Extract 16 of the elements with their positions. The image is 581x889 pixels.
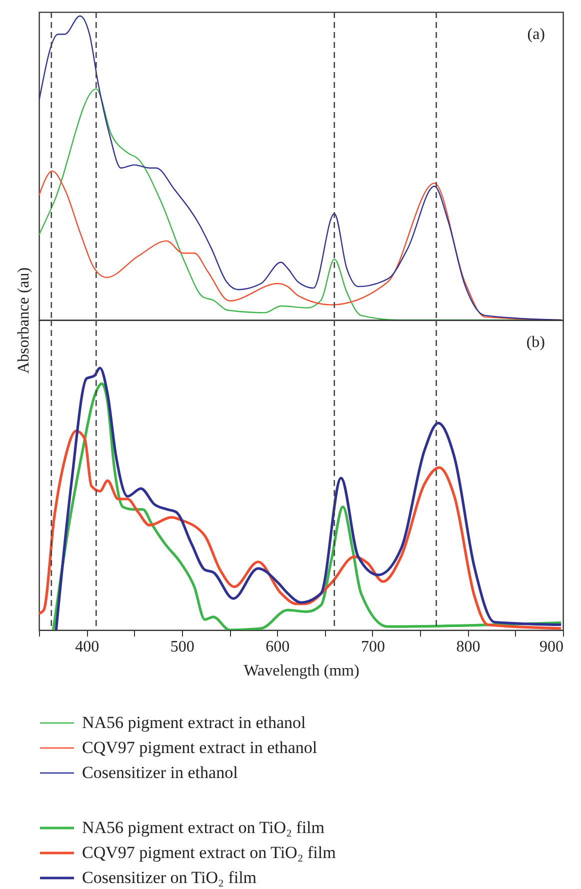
x-tick-label: 700: [360, 638, 385, 656]
legend-label: NA56 pigment extract in ethanol: [82, 713, 306, 732]
legend-label: NA56 pigment extract on TiO₂ film: [82, 818, 324, 837]
y-axis-title: Absorbance (au): [16, 267, 32, 374]
x-axis-title: Wavelength (mm): [244, 662, 360, 680]
x-tick-label: 900: [540, 638, 564, 656]
x-tick-label: 500: [170, 638, 194, 656]
legend-label: Cosensitizer on TiO₂ film: [82, 868, 257, 887]
text: (b): [526, 334, 545, 351]
x-tick-label: 800: [456, 638, 480, 656]
x-tick-label: 400: [75, 638, 100, 656]
legend-label: CQV97 pigment extract on TiO₂ film: [82, 843, 336, 862]
legend-label: CQV97 pigment extract in ethanol: [82, 738, 318, 757]
annotation: (a): [527, 26, 545, 43]
x-tick-label: 600: [266, 638, 290, 656]
legend-label: Cosensitizer in ethanol: [82, 763, 238, 782]
